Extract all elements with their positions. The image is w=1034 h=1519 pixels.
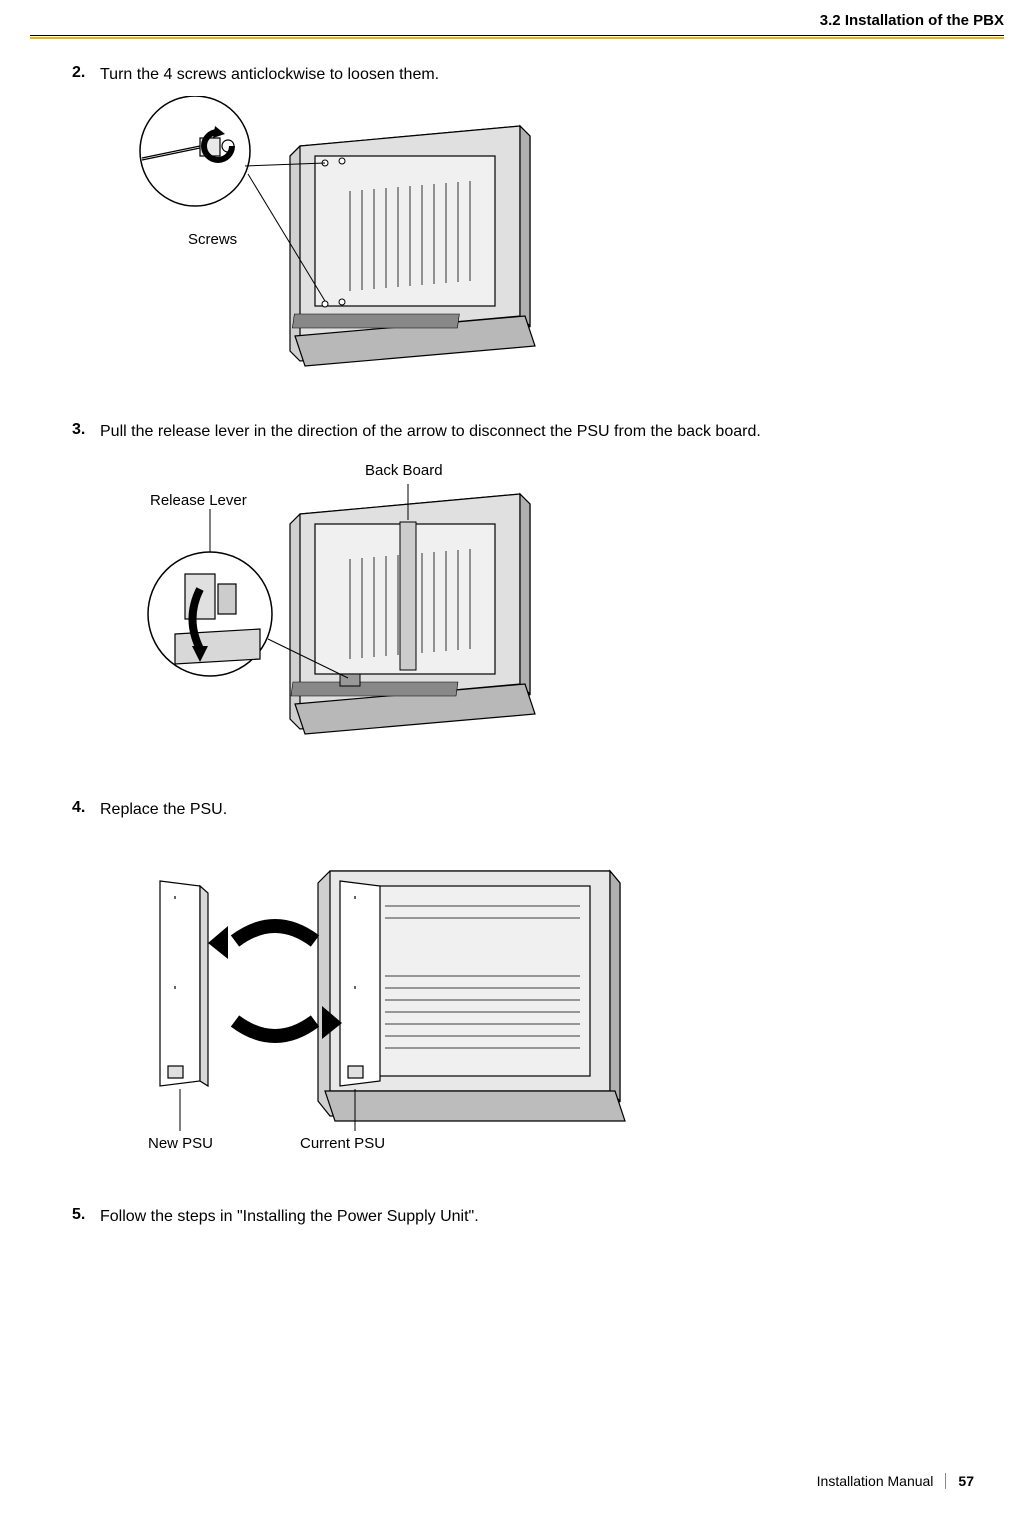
step-3: 3. Pull the release lever in the directi…	[72, 421, 974, 443]
page-header: 3.2 Installation of the PBX	[0, 0, 1034, 35]
step-2: 2. Turn the 4 screws anticlockwise to lo…	[72, 64, 974, 86]
footer-divider	[945, 1473, 946, 1489]
figure-2-drawing	[100, 96, 600, 396]
label-current-psu: Current PSU	[300, 1135, 385, 1152]
figure-step-2: Screws	[100, 96, 974, 396]
page-content: 2. Turn the 4 screws anticlockwise to lo…	[0, 64, 1034, 1229]
figure-4-drawing	[100, 831, 660, 1171]
step-2-text: Turn the 4 screws anticlockwise to loose…	[100, 64, 439, 86]
step-5-number: 5.	[72, 1206, 100, 1228]
figure-step-3: Release Lever Back Board	[100, 454, 974, 774]
page-footer: Installation Manual 57	[817, 1473, 974, 1489]
step-2-number: 2.	[72, 64, 100, 86]
label-back-board: Back Board	[365, 462, 443, 479]
label-new-psu: New PSU	[148, 1135, 213, 1152]
header-section-title: 3.2 Installation of the PBX	[820, 12, 1004, 29]
step-4-text: Replace the PSU.	[100, 799, 227, 821]
step-3-number: 3.	[72, 421, 100, 443]
step-4: 4. Replace the PSU.	[72, 799, 974, 821]
step-5-text: Follow the steps in "Installing the Powe…	[100, 1206, 479, 1228]
footer-doc-title: Installation Manual	[817, 1473, 934, 1489]
label-release-lever: Release Lever	[150, 492, 247, 509]
step-4-number: 4.	[72, 799, 100, 821]
footer-page-number: 57	[958, 1473, 974, 1489]
label-screws: Screws	[188, 231, 237, 248]
step-3-text: Pull the release lever in the direction …	[100, 421, 761, 443]
step-5: 5. Follow the steps in "Installing the P…	[72, 1206, 974, 1228]
figure-step-4: New PSU Current PSU	[100, 831, 974, 1181]
header-rule	[30, 35, 1004, 39]
